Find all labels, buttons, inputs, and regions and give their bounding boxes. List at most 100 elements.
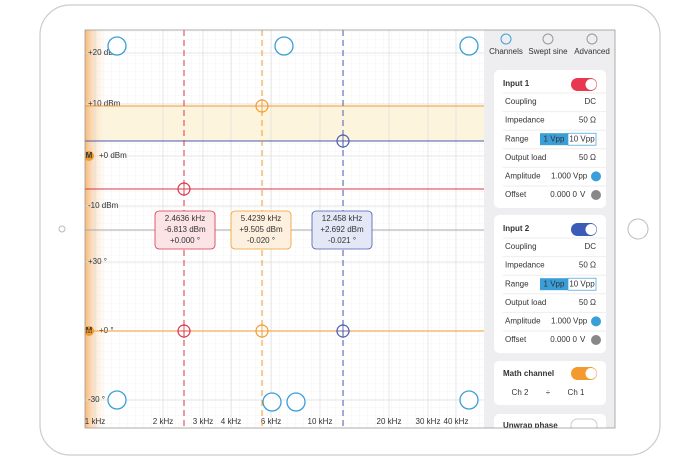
- home-button[interactable]: [627, 218, 649, 240]
- card-title: Unwrap phase: [503, 421, 558, 430]
- row-value: 0.000 0: [550, 190, 577, 199]
- edge-shade: [85, 30, 109, 428]
- y-label: -10 dBm: [88, 201, 119, 210]
- readout-line: 5.4239 kHz: [241, 214, 281, 223]
- range-option[interactable]: [540, 133, 568, 146]
- y-label: +20 dBm: [88, 48, 121, 57]
- tool-button[interactable]: [459, 390, 479, 410]
- x-label: 40 kHz: [444, 417, 469, 426]
- readout-line: 2.4636 kHz: [165, 214, 205, 223]
- readout-line: +2.692 dBm: [320, 225, 364, 234]
- amp-button[interactable]: [591, 171, 601, 182]
- math-operator: ÷: [546, 388, 551, 397]
- readout-line: 12.458 kHz: [322, 214, 362, 223]
- camera: [58, 225, 66, 233]
- range-option[interactable]: [567, 132, 597, 146]
- tool-button[interactable]: [262, 392, 282, 412]
- row-value: 0.000 0: [550, 335, 577, 344]
- range-option[interactable]: [567, 277, 597, 291]
- row-label: Range: [505, 134, 529, 143]
- offset-button[interactable]: [591, 190, 601, 200]
- cursor-readout[interactable]: [230, 210, 292, 250]
- y-label: +0 dBm: [99, 151, 127, 160]
- cursor-cross: [177, 182, 191, 196]
- tab-label[interactable]: Channels: [489, 47, 523, 56]
- row-value: 1.000: [551, 317, 572, 326]
- math-operand[interactable]: Ch 1: [568, 388, 585, 397]
- tab-label[interactable]: Swept sine: [528, 47, 568, 56]
- row-unit: Vpp: [573, 172, 588, 181]
- tool-button[interactable]: [459, 36, 479, 56]
- cursor-cross: [255, 99, 269, 113]
- row-label: Range: [505, 279, 529, 288]
- y-label: -30 °: [88, 395, 105, 404]
- cursor-cross: [255, 324, 269, 338]
- x-label: 3 kHz: [193, 417, 213, 426]
- x-label: 1 kHz: [85, 417, 105, 426]
- cursor-cross: [336, 324, 350, 338]
- card-title: Math channel: [503, 369, 554, 378]
- x-label: 4 kHz: [221, 417, 241, 426]
- screen-border: [84, 29, 616, 429]
- readout-line: +9.505 dBm: [239, 225, 283, 234]
- toggle-knob: [585, 368, 597, 379]
- row-value: 50 Ω: [579, 298, 596, 307]
- tool-button[interactable]: [274, 36, 294, 56]
- tool-button[interactable]: [107, 390, 127, 410]
- toggle-knob: [585, 224, 597, 235]
- row-label: Offset: [505, 335, 527, 344]
- row-label: Coupling: [505, 242, 537, 251]
- row-value: DC: [584, 242, 596, 251]
- card-title: Input 1: [503, 79, 530, 88]
- toggle[interactable]: [570, 418, 598, 432]
- readout-line: -0.020 °: [247, 236, 275, 245]
- range-option-label: 10 Vpp: [569, 134, 595, 143]
- cursor-readout[interactable]: [154, 210, 216, 250]
- readout-line: -0.021 °: [328, 236, 356, 245]
- row-unit: V: [580, 335, 586, 344]
- row-label: Amplitude: [505, 172, 541, 181]
- readout-line: +0.000 °: [170, 236, 200, 245]
- y-label: +30 °: [88, 257, 107, 266]
- tab-icon: [500, 33, 512, 45]
- cursor-readout[interactable]: [311, 210, 373, 250]
- tab-label[interactable]: Advanced: [574, 47, 610, 56]
- range-option[interactable]: [540, 278, 568, 291]
- range-option-label: 10 Vpp: [569, 279, 595, 288]
- card-title: Input 2: [503, 224, 530, 233]
- amp-button[interactable]: [591, 316, 601, 327]
- y-label: +10 dBm: [88, 99, 121, 108]
- marker-label: M: [86, 151, 93, 160]
- row-label: Impedance: [505, 116, 545, 125]
- row-value: 50 Ω: [579, 153, 596, 162]
- toggle-knob: [585, 79, 597, 90]
- range-option-label: 1 Vpp: [544, 279, 565, 288]
- range-option-label: 1 Vpp: [544, 134, 565, 143]
- x-label: 6 kHz: [261, 417, 281, 426]
- row-value: 50 Ω: [579, 116, 596, 125]
- cursor-cross: [177, 324, 191, 338]
- tool-button[interactable]: [107, 36, 127, 56]
- row-label: Coupling: [505, 97, 537, 106]
- math-operand[interactable]: Ch 2: [512, 388, 529, 397]
- x-label: 30 kHz: [416, 417, 441, 426]
- row-label: Offset: [505, 190, 527, 199]
- row-value: 50 Ω: [579, 261, 596, 270]
- tab-icon: [542, 33, 554, 45]
- tool-button[interactable]: [286, 392, 306, 412]
- marker: [85, 151, 94, 161]
- row-label: Output load: [505, 153, 546, 162]
- row-value: DC: [584, 97, 596, 106]
- x-label: 2 kHz: [153, 417, 173, 426]
- offset-button[interactable]: [591, 335, 601, 345]
- readout-line: -6.813 dBm: [164, 225, 206, 234]
- x-label: 20 kHz: [377, 417, 402, 426]
- cursor-cross: [336, 134, 350, 148]
- band: [85, 106, 484, 141]
- row-value: 1.000: [551, 172, 572, 181]
- row-label: Impedance: [505, 261, 545, 270]
- tab-icon: [586, 33, 598, 45]
- x-label: 10 kHz: [308, 417, 333, 426]
- row-label: Amplitude: [505, 317, 541, 326]
